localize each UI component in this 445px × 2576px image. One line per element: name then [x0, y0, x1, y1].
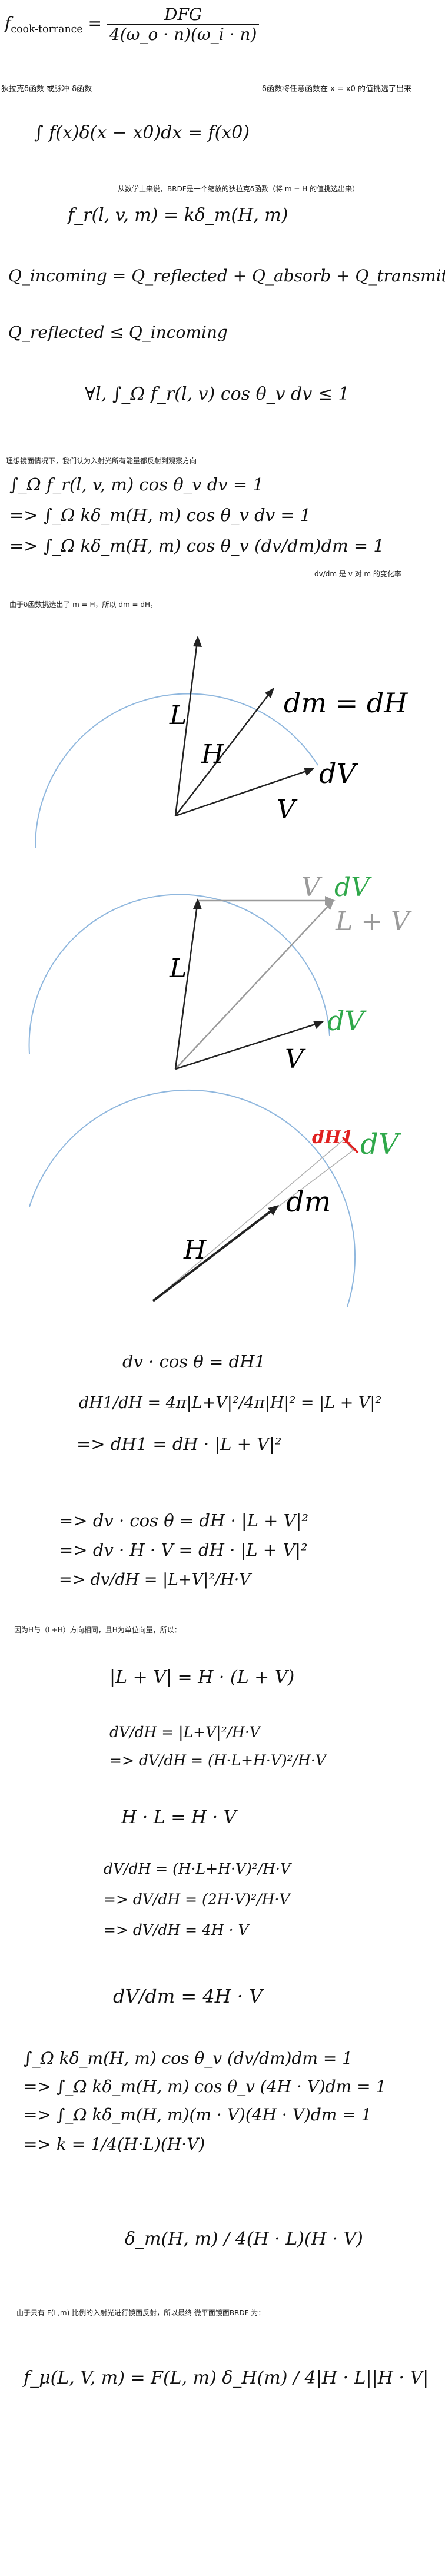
- d3-red-segment: [341, 1136, 359, 1154]
- d2-arrowhead-LV: [325, 899, 334, 910]
- dh1-equation: => dH1 = dH · |L + V|²: [77, 1434, 282, 1454]
- d2-vector-L: [174, 900, 199, 1070]
- ideal-eq-2: => ∫_Ω kδ_m(H, m) cos θ_v dv = 1: [9, 505, 311, 525]
- final-eq-4: => k = 1/4(H·L)(H·V): [24, 2135, 205, 2154]
- d1-label-H: H: [201, 739, 225, 769]
- note-dirac-desc: δ函数将任意函数在 x = x0 的值挑选了出来: [262, 85, 412, 94]
- dh1-fraction-equation: dH1/dH = 4π|L+V|²/4π|H|² = |L + V|²: [79, 1394, 382, 1412]
- brdf-head-lhs: f: [5, 14, 11, 33]
- brdf-head-den: 4(ω_o · n)(ω_i · n): [107, 24, 260, 44]
- brdf-head-fraction: DFG 4(ω_o · n)(ω_i · n): [107, 5, 260, 44]
- d1-arrowhead-V: [304, 768, 314, 776]
- d1-label-dV: dV: [319, 758, 358, 789]
- dv-eq-e: => dV/dH = 4H · V: [104, 1921, 249, 1938]
- d2-label-dV-top: dV: [334, 872, 372, 902]
- dv-eq-a: dV/dH = |L+V|²/H·V: [109, 1724, 260, 1741]
- d3-label-dV: dV: [360, 1128, 401, 1161]
- d2-label-L: L: [169, 954, 187, 984]
- hl-hv-equation: H · L = H · V: [121, 1807, 237, 1828]
- d3-vector-H: [152, 1206, 278, 1302]
- d2-arrowhead-L: [193, 898, 202, 909]
- note-same-direction: 因为H与（L+H）方向相同，且H为单位向量，所以：: [14, 1626, 181, 1634]
- d2-label-dV: dV: [327, 1005, 367, 1037]
- note-dvdm: dv/dm 是 v 对 m 的变化率: [314, 570, 401, 578]
- brdf-fraction: δ_m(H, m) / 4(H · L)(H · V): [125, 2229, 363, 2249]
- diagram-2: V dV L + V L V dV: [28, 872, 412, 1074]
- d2-label-V-top: V: [301, 872, 323, 902]
- dv-eq-b: => dV/dH = (H·L+H·V)²/H·V: [109, 1752, 326, 1769]
- dv-eq-c: dV/dH = (H·L+H·V)²/H·V: [104, 1860, 291, 1877]
- final-eq-2: => ∫_Ω kδ_m(H, m) cos θ_v (4H · V)dm = 1: [24, 2077, 387, 2096]
- d3-arrowhead-H: [268, 1205, 279, 1216]
- note-final-brdf: 由于只有 F(L,m) 比例的入射光进行镜面反射，所以最终 微平面镜面BRDF …: [16, 2309, 265, 2317]
- lv-equation: |L + V| = H · (L + V): [109, 1667, 295, 1688]
- note-brdf-scaled: 从数学上来说，BRDF是一个缩放的狄拉克δ函数（将 m = H 的值挑选出来）: [118, 185, 360, 193]
- final-eq-3: => ∫_Ω kδ_m(H, m)(m · V)(4H · V)dm = 1: [24, 2105, 372, 2124]
- d1-label-L: L: [169, 701, 187, 731]
- final-eq-1: ∫_Ω kδ_m(H, m) cos θ_v (dv/dm)dm = 1: [24, 2049, 353, 2068]
- d2-label-L-plus-V: L + V: [335, 907, 412, 937]
- d2-vector-L-plus-V: [175, 900, 334, 1070]
- sub-eq-1: => dv · cos θ = dH · |L + V|²: [59, 1511, 309, 1531]
- forall-equation: ∀l, ∫_Ω f_r(l, v) cos θ_v dv ≤ 1: [85, 384, 350, 404]
- diagram-1: L H V dm = dH dV: [34, 636, 408, 848]
- ideal-eq-1: ∫_Ω f_r(l, v, m) cos θ_v dv = 1: [9, 474, 264, 494]
- note-dirac: 狄拉克δ函数 或脉冲 δ函数: [1, 85, 92, 94]
- d1-vector-V: [175, 768, 314, 817]
- d3-circle-arc: [29, 1089, 356, 1307]
- d2-arrowhead-V: [313, 1021, 324, 1029]
- d1-label-dm: dm = dH: [284, 687, 408, 719]
- dv-cos-equation: dv · cos θ = dH1: [122, 1352, 265, 1372]
- note-ideal: 理想镜面情况下，我们认为入射光所有能量都反射到观察方向: [6, 457, 197, 465]
- dirac-integral-equation: ∫ f(x)δ(x − x0)dx = f(x0): [34, 122, 250, 143]
- cook-torrance-equation: fcook-torrance = DFG 4(ω_o · n)(ω_i · n): [5, 5, 260, 44]
- note-delta-pick: 由于δ函数挑选出了 m = H，所以 dm = dH，: [9, 600, 157, 609]
- d1-circle-arc: [34, 693, 318, 848]
- final-brdf-equation: f_μ(L, V, m) = F(L, m) δ_H(m) / 4|H · L|…: [24, 2368, 429, 2388]
- dv-eq-d: => dV/dH = (2H·V)²/H·V: [104, 1891, 290, 1908]
- sub-eq-3: => dv/dH = |L+V|²/H·V: [59, 1571, 251, 1589]
- d1-vector-H: [175, 688, 274, 816]
- d1-label-V: V: [277, 795, 298, 825]
- brdf-head-sub: cook-torrance: [11, 24, 83, 36]
- brdf-head-num: DFG: [164, 5, 202, 24]
- d1-vector-L: [174, 636, 199, 816]
- d3-label-dH1: dH1: [312, 1127, 353, 1148]
- d1-arrowhead-H: [265, 688, 274, 698]
- ideal-eq-3: => ∫_Ω kδ_m(H, m) cos θ_v (dv/dm)dm = 1: [9, 536, 384, 556]
- sub-eq-2: => dv · H · V = dH · |L + V|²: [59, 1540, 308, 1560]
- inequality-equation: Q_reflected ≤ Q_incoming: [8, 323, 228, 342]
- d2-label-V: V: [285, 1044, 306, 1074]
- d2-circle-arc: [28, 894, 330, 1054]
- d1-arrowhead-L: [193, 636, 202, 647]
- d2-vector-V: [175, 1021, 323, 1070]
- dv-dm-equation: dV/dm = 4H · V: [113, 1985, 263, 2007]
- d3-label-H: H: [183, 1235, 207, 1265]
- d3-label-dm: dm: [286, 1186, 331, 1219]
- diagram-3: H dm dH1 dV: [29, 1089, 401, 1307]
- fr-delta-equation: f_r(l, v, m) = kδ_m(H, m): [68, 205, 288, 225]
- energy-equation: Q_incoming = Q_reflected + Q_absorb + Q_…: [8, 266, 445, 286]
